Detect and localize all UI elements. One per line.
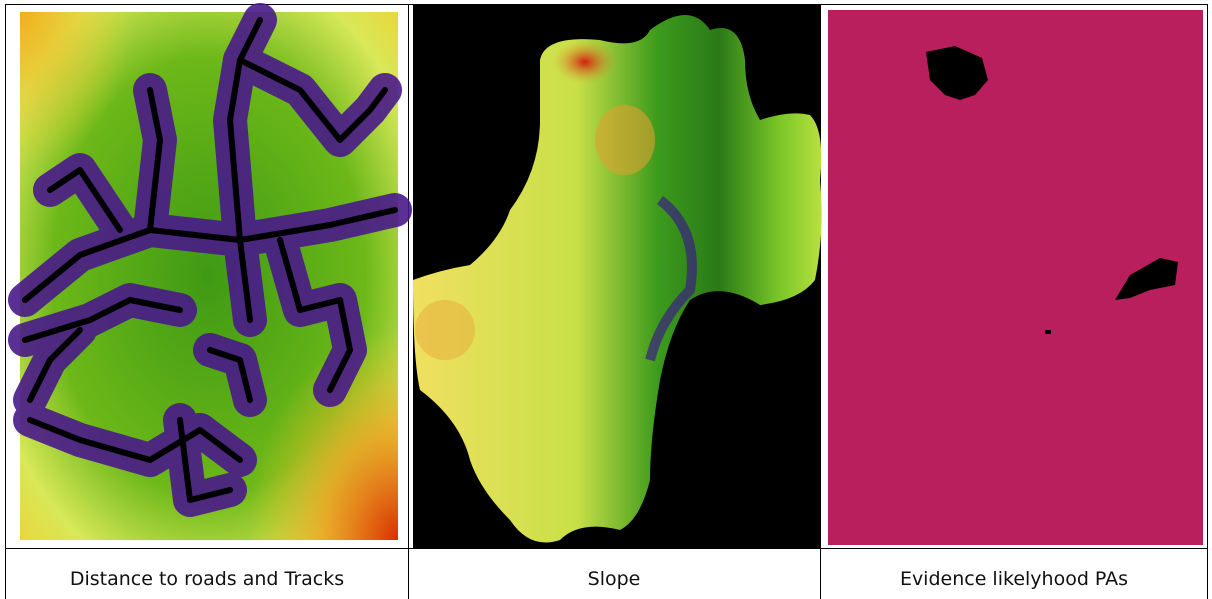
slope-map	[413, 5, 822, 548]
caption: Distance to roads and Tracks	[70, 568, 344, 590]
figure-table: Distance to roads and Tracks Slope Evide…	[0, 0, 1212, 599]
caption: Slope	[588, 568, 641, 590]
caption: Evidence likelyhood PAs	[900, 568, 1128, 590]
page: Distance to roads and Tracks Slope Evide…	[0, 0, 1212, 599]
evidence-map	[828, 10, 1203, 545]
distance-map	[20, 12, 398, 540]
